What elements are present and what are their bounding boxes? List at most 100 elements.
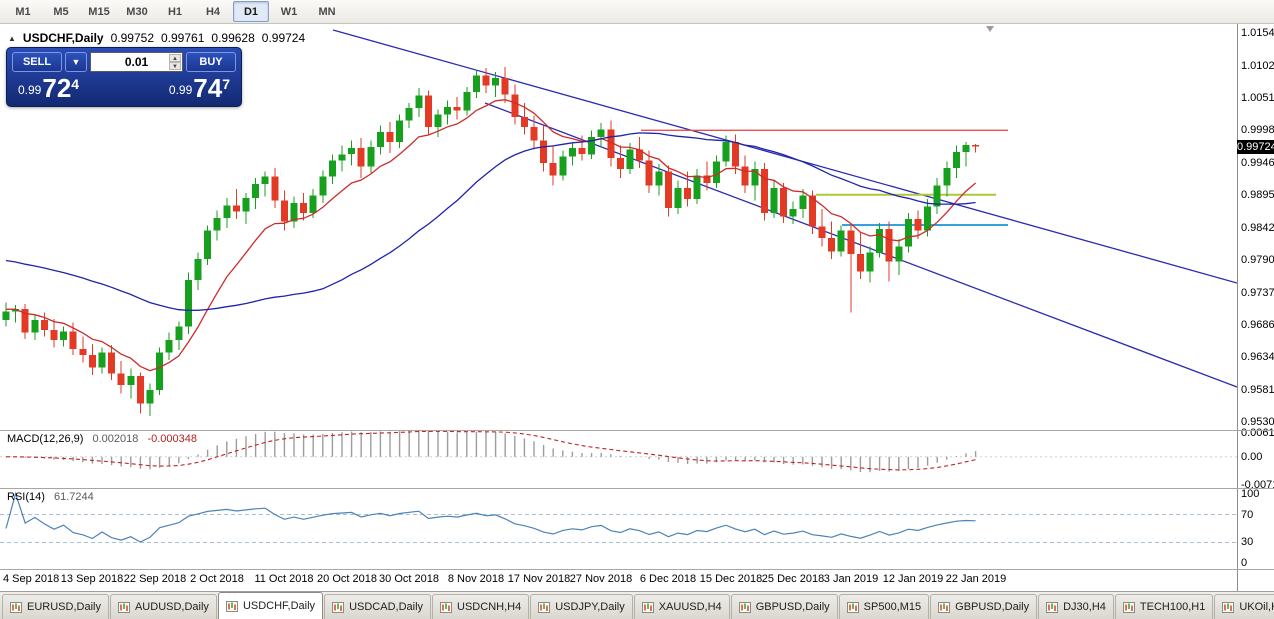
rsi-axis-label: 0: [1241, 557, 1248, 569]
rsi-axis-label: 30: [1241, 536, 1254, 548]
chart-tab-xauusd-h4[interactable]: XAUUSD,H4: [633, 594, 730, 619]
chart-tab-icon: [225, 600, 238, 612]
price-axis-label: 0.97375: [1241, 287, 1274, 299]
lot-preset-dropdown[interactable]: ▼: [65, 52, 87, 72]
macd-label: MACD(12,26,9) 0.002018 -0.000348: [7, 433, 197, 445]
macd-name: MACD(12,26,9): [7, 433, 84, 445]
timeframe-mn-button[interactable]: MN: [318, 5, 336, 18]
timeframe-m30-button[interactable]: M30: [126, 5, 148, 18]
buy-price-prefix: 0.99: [168, 83, 193, 97]
chart-tab-icon: [938, 601, 951, 613]
chart-tab-icon: [1046, 601, 1059, 613]
timeframe-m1-button[interactable]: M1: [15, 5, 31, 18]
lot-size-value: 0.01: [124, 55, 149, 69]
price-axis-label: 0.96865: [1241, 319, 1274, 331]
ohlc-close: 0.99724: [261, 31, 306, 45]
chart-tab-label: USDCHF,Daily: [242, 600, 316, 612]
one-click-panel-toggle-icon[interactable]: ▲: [8, 33, 16, 43]
chart-tabbar: EURUSD,Daily AUDUSD,Daily USDCHF,Daily USDC…: [0, 591, 1274, 619]
buy-price-button[interactable]: 0.99 74 7: [169, 74, 230, 102]
macd-indicator-chart[interactable]: [0, 430, 1237, 488]
buy-button[interactable]: BUY: [186, 52, 236, 72]
chart-tab-label: SP500,M15: [863, 601, 922, 613]
chart-header: ▲ USDCHF,Daily 0.99752 0.99761 0.99628 0…: [8, 31, 305, 45]
chart-tab-icon: [846, 601, 859, 613]
chart-tab-label: USDCAD,Daily: [349, 601, 424, 613]
price-axis-label: 1.01020: [1241, 60, 1274, 72]
pane-separator[interactable]: [0, 488, 1274, 489]
chart-tab-dj30-h4[interactable]: DJ30,H4: [1038, 594, 1114, 619]
chart-tab-label: TECH100,H1: [1139, 601, 1206, 613]
lot-decrease-button[interactable]: ▼: [169, 62, 181, 70]
one-click-trade-panel: SELL ▼ 0.01 ▲ ▼ BUY 0.99 72 4 0.99 74: [6, 47, 242, 107]
chart-tab-icon: [1122, 601, 1135, 613]
price-axis-label: 0.95815: [1241, 384, 1274, 396]
chart-tab-label: USDJPY,Daily: [555, 601, 625, 613]
chevron-down-icon: ▼: [71, 57, 81, 67]
sell-price-button[interactable]: 0.99 72 4: [18, 74, 79, 102]
macd-axis-label: 0.006137: [1241, 427, 1274, 439]
ohlc-high: 0.99761: [161, 31, 205, 45]
chart-tab-label: XAUUSD,H4: [658, 601, 722, 613]
rsi-name: RSI(14): [7, 491, 45, 503]
timeframe-m5-button[interactable]: M5: [53, 5, 69, 18]
sell-price-pipette: 4: [71, 76, 80, 92]
buy-price-pipette: 7: [222, 76, 230, 92]
date-axis: [0, 569, 1237, 591]
rsi-indicator-chart[interactable]: [0, 488, 1237, 569]
rsi-axis-label: 100: [1241, 488, 1260, 500]
chart-tab-icon: [538, 601, 551, 613]
lot-size-field[interactable]: 0.01 ▲ ▼: [90, 52, 183, 72]
chart-tab-tech100-h1[interactable]: TECH100,H1: [1114, 594, 1214, 619]
macd-value: 0.002018: [92, 433, 139, 445]
ohlc-low: 0.99628: [211, 31, 255, 45]
timeframe-h4-button[interactable]: H4: [205, 5, 221, 18]
rsi-axis-label: 70: [1241, 509, 1254, 521]
lot-increase-button[interactable]: ▲: [169, 54, 181, 62]
ohlc-open: 0.99752: [110, 31, 154, 45]
chart-tab-gbpusd-daily[interactable]: GBPUSD,Daily: [730, 594, 838, 619]
pane-separator[interactable]: [0, 430, 1274, 431]
chart-tab-label: DJ30,H4: [1063, 601, 1106, 613]
chart-tab-usdcnh-h4[interactable]: USDCNH,H4: [432, 594, 530, 619]
chart-tab-label: GBPUSD,Daily: [955, 601, 1030, 613]
chart-tab-icon: [738, 601, 751, 613]
chart-tab-usdjpy-daily[interactable]: USDJPY,Daily: [530, 594, 633, 619]
sell-button[interactable]: SELL: [12, 52, 62, 72]
price-axis-label: 0.95305: [1241, 416, 1274, 428]
sell-price-prefix: 0.99: [18, 83, 42, 97]
chart-tab-icon: [440, 601, 453, 613]
timeframe-toolbar: M1 M5 M15 M30 H1 H4 D1 W1 MN: [0, 0, 1274, 24]
chart-tab-label: GBPUSD,Daily: [755, 601, 830, 613]
timeframe-h1-button[interactable]: H1: [167, 5, 183, 18]
chart-tab-sp500-m15[interactable]: SP500,M15: [838, 594, 930, 619]
current-price-tag: 0.99724: [1237, 140, 1274, 154]
chart-tab-usdchf-daily[interactable]: USDCHF,Daily: [217, 592, 324, 619]
timeframe-w1-button[interactable]: W1: [280, 5, 298, 18]
chart-tab-icon: [10, 601, 22, 613]
buy-price-big: 74: [193, 73, 223, 103]
candlestick-chart[interactable]: [0, 24, 1237, 430]
timeframe-d1-button[interactable]: D1: [233, 1, 269, 22]
chart-tab-ukoil-h1[interactable]: UKOil,H1: [1214, 594, 1274, 619]
chart-tab-label: EURUSD,Daily: [27, 601, 101, 613]
price-axis-label: 1.01545: [1241, 27, 1274, 39]
chart-tab-audusd-daily[interactable]: AUDUSD,Daily: [109, 594, 217, 619]
rsi-pane[interactable]: [0, 488, 1237, 569]
rsi-label: RSI(14) 61.7244: [7, 491, 94, 503]
chart-tab-eurusd-daily[interactable]: EURUSD,Daily: [2, 594, 109, 619]
chart-tab-usdcad-daily[interactable]: USDCAD,Daily: [324, 594, 432, 619]
chart-tab-gbpusd-daily[interactable]: GBPUSD,Daily: [930, 594, 1038, 619]
macd-signal-value: -0.000348: [147, 433, 197, 445]
macd-axis-label: -0.007142: [1241, 479, 1274, 491]
chart-shift-marker[interactable]: [986, 26, 994, 32]
rsi-value: 61.7244: [53, 491, 94, 503]
timeframe-m15-button[interactable]: M15: [88, 5, 110, 18]
macd-axis-label: 0.00: [1241, 451, 1263, 463]
macd-pane[interactable]: [0, 430, 1237, 488]
chart-tab-label: UKOil,H1: [1239, 601, 1274, 613]
chart-tab-icon: [641, 601, 654, 613]
